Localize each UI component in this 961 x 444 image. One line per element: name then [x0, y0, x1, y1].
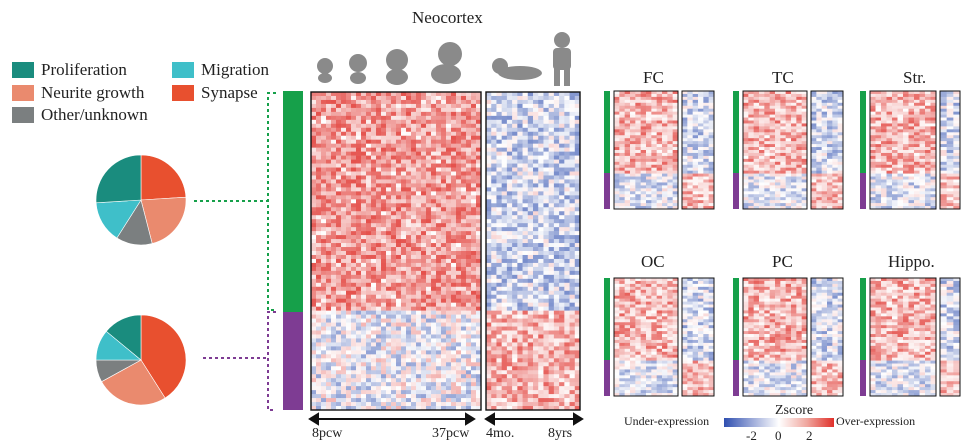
axis-label-8yrs: 8yrs — [548, 426, 573, 441]
legend-swatch — [12, 62, 34, 78]
legend-label: Synapse — [201, 83, 258, 102]
pie-upper — [95, 154, 187, 246]
cluster-bar-lower — [604, 360, 610, 396]
cluster-bar-upper — [860, 278, 866, 360]
pie-slice-proliferation — [105, 314, 142, 361]
region-heatmap-str — [860, 90, 961, 210]
region-label-hippo: Hippo. — [888, 252, 935, 271]
page-title: Neocortex — [412, 8, 483, 27]
legend-label: Migration — [201, 60, 269, 79]
colorbar-tick-0: 0 — [775, 428, 782, 443]
embryo-icon-2 — [349, 54, 367, 84]
pie-slice-synapse — [140, 154, 187, 201]
region-label-tc: TC — [772, 68, 794, 87]
region-heatmap-tc — [733, 90, 844, 210]
cluster-bar-upper — [733, 91, 739, 173]
colorbar-gradient — [724, 418, 834, 427]
legend-label: Neurite growth — [41, 83, 145, 102]
cluster-bar-upper — [860, 91, 866, 173]
colorbar-tick-2: 2 — [806, 428, 813, 443]
region-label-fc: FC — [643, 68, 664, 87]
cluster-bar-upper — [604, 278, 610, 360]
cluster-bar-lower — [733, 360, 739, 396]
legend-swatch — [12, 107, 34, 123]
neocortex-heatmap — [310, 91, 581, 411]
child-icon — [553, 32, 571, 86]
legend-item-neurite-growth: Neurite growth — [12, 83, 144, 103]
legend-swatch — [12, 85, 34, 101]
region-label-str: Str. — [903, 68, 927, 87]
pie-slice-proliferation — [95, 154, 142, 204]
axis-label-8pcw: 8pcw — [312, 426, 343, 441]
fetus-icon-1 — [386, 49, 408, 85]
stage-silhouettes — [317, 32, 571, 86]
legend-item-proliferation: Proliferation — [12, 60, 127, 80]
colorbar-left-label: Under-expression — [624, 414, 710, 428]
legend-item-migration: Migration — [172, 60, 269, 80]
colorbar-title: Zscore — [775, 403, 814, 418]
region-heatmap-hippo — [860, 277, 961, 397]
region-heatmap-oc — [604, 277, 715, 397]
cluster-bar-lower — [860, 360, 866, 396]
axis-label-37pcw: 37pcw — [432, 426, 470, 441]
pie-lower — [95, 314, 187, 406]
cluster-bar-lower — [283, 312, 303, 410]
time-axis — [308, 412, 584, 426]
fetus-icon-2 — [431, 42, 462, 84]
region-label-pc: PC — [772, 252, 793, 271]
legend-label: Proliferation — [41, 60, 127, 79]
infant-icon — [492, 58, 542, 80]
legend-item-other-unknown: Other/unknown — [12, 105, 148, 125]
colorbar-tick-neg2: -2 — [746, 428, 757, 443]
cluster-bar-lower — [733, 173, 739, 209]
bracket-lower — [267, 311, 276, 411]
embryo-icon-1 — [317, 58, 333, 83]
legend-label: Other/unknown — [41, 105, 148, 124]
colorbar-right-label: Over-expression — [836, 414, 916, 428]
pie-slice-neurite-growth — [101, 359, 166, 406]
axis-label-4mo: 4mo. — [486, 426, 515, 441]
cluster-bar-upper — [733, 278, 739, 360]
cluster-bar-upper — [283, 91, 303, 312]
legend-item-synapse: Synapse — [172, 83, 258, 103]
legend-swatch — [172, 85, 194, 101]
bracket-upper — [267, 92, 276, 311]
cluster-bar-lower — [860, 173, 866, 209]
legend-swatch — [172, 62, 194, 78]
region-heatmap-pc — [733, 277, 844, 397]
cluster-bar-lower — [604, 173, 610, 209]
cluster-bar-upper — [604, 91, 610, 173]
pie-slice-neurite-growth — [140, 196, 187, 244]
region-heatmap-fc — [604, 90, 715, 210]
region-label-oc: OC — [641, 252, 665, 271]
